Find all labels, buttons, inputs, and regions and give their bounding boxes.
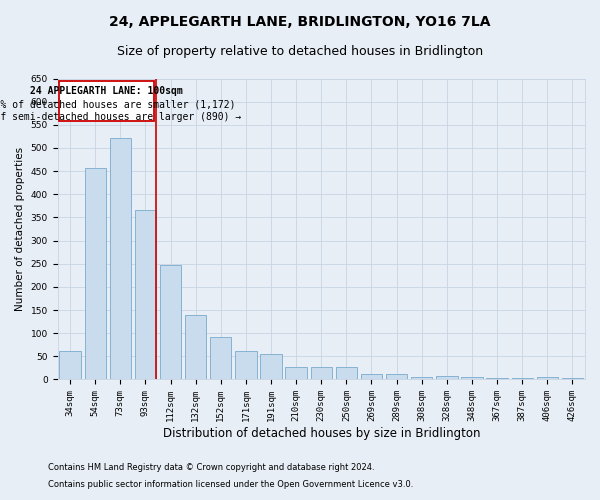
Bar (110, 138, 131, 380)
Bar (185, 314, 206, 380)
Bar (336, 367, 357, 380)
Bar (487, 378, 508, 380)
Bar (260, 354, 282, 380)
Bar (512, 378, 533, 380)
Bar (436, 376, 458, 380)
Bar (386, 374, 407, 380)
Bar (135, 210, 156, 380)
Text: 24 APPLEGARTH LANE: 100sqm: 24 APPLEGARTH LANE: 100sqm (30, 86, 183, 97)
Text: Contains public sector information licensed under the Open Government Licence v3: Contains public sector information licen… (48, 480, 413, 489)
Text: 24, APPLEGARTH LANE, BRIDLINGTON, YO16 7LA: 24, APPLEGARTH LANE, BRIDLINGTON, YO16 7… (109, 15, 491, 29)
Bar (235, 351, 257, 380)
Text: Contains HM Land Registry data © Crown copyright and database right 2024.: Contains HM Land Registry data © Crown c… (48, 464, 374, 472)
Bar (59, 351, 81, 380)
Bar (286, 367, 307, 380)
Text: Size of property relative to detached houses in Bridlington: Size of property relative to detached ho… (117, 45, 483, 58)
Bar (85, 168, 106, 380)
Bar (411, 376, 433, 380)
Y-axis label: Number of detached properties: Number of detached properties (15, 147, 25, 311)
Bar (361, 374, 382, 380)
FancyBboxPatch shape (59, 81, 154, 121)
Bar (461, 376, 482, 380)
Text: 43% of semi-detached houses are larger (890) →: 43% of semi-detached houses are larger (… (0, 112, 242, 122)
X-axis label: Distribution of detached houses by size in Bridlington: Distribution of detached houses by size … (163, 427, 480, 440)
Bar (562, 378, 583, 380)
Text: ← 56% of detached houses are smaller (1,172): ← 56% of detached houses are smaller (1,… (0, 100, 236, 110)
Bar (160, 264, 181, 380)
Bar (210, 338, 232, 380)
Bar (311, 368, 332, 380)
Bar (536, 377, 558, 380)
